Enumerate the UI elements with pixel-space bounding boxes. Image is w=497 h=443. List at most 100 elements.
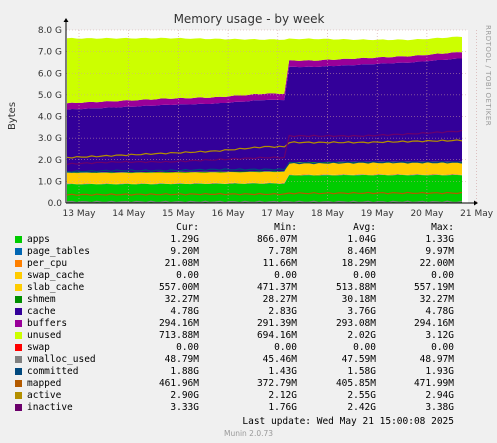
legend-value-min: 7.78M (268, 246, 297, 257)
y-axis-arrow (63, 18, 69, 22)
line-committed (66, 161, 463, 173)
x-tick-label: 15 May (162, 209, 196, 219)
x-tick-label: 21 May (460, 209, 494, 219)
legend-value-avg: 293.08M (335, 318, 376, 329)
legend-value-avg: 2.42G (347, 402, 376, 413)
legend-value-min: 1.76G (268, 402, 297, 413)
legend-value-cur: 3.33G (170, 402, 199, 413)
legend-value-min: 0.00 (274, 270, 297, 281)
legend-value-cur: 21.08M (164, 258, 199, 269)
y-tick-label: 5.0 G (38, 91, 62, 101)
legend-value-max: 294.16M (413, 318, 454, 329)
legend-value-avg: 47.59M (341, 354, 376, 365)
legend-swatch-shmem (15, 296, 22, 303)
area-apps (67, 174, 462, 203)
legend-name: swap (27, 342, 50, 353)
legend-swatch-cache (15, 308, 22, 315)
legend-swatch-slab-cache (15, 284, 22, 291)
legend-value-avg: 1.04G (347, 234, 376, 245)
legend-value-min: 0.00 (274, 342, 297, 353)
legend-name: swap_cache (27, 270, 85, 281)
legend-value-cur: 461.96M (158, 378, 199, 389)
legend-value-cur: 0.00 (176, 342, 199, 353)
legend-value-min: 45.46M (262, 354, 297, 365)
y-axis-label: Bytes (7, 102, 18, 130)
line-inactive (66, 129, 463, 165)
legend-swatch-inactive (15, 404, 22, 411)
y-tick-label: 6.0 G (38, 69, 62, 79)
legend-name: unused (27, 330, 62, 341)
legend-value-cur: 9.20M (170, 246, 199, 257)
legend-swatch-swap (15, 344, 22, 351)
legend-value-max: 471.99M (413, 378, 454, 389)
x-tick-label: 18 May (311, 209, 345, 219)
legend-name: committed (27, 366, 79, 377)
legend-swatch-buffers (15, 320, 22, 327)
legend-value-cur: 2.90G (170, 390, 199, 401)
legend-value-cur: 48.79M (164, 354, 199, 365)
legend-value-cur: 1.29G (170, 234, 199, 245)
area-cache (67, 58, 462, 173)
legend-value-max: 9.97M (425, 246, 454, 257)
x-tick-label: 17 May (261, 209, 295, 219)
legend-value-max: 4.78G (425, 306, 454, 317)
legend-value-max: 0.00 (431, 342, 454, 353)
munin-version: Munin 2.0.73 (223, 429, 274, 438)
legend-value-min: 2.12G (268, 390, 297, 401)
plot-area: 0.0 1.0 G 2.0 G 3.0 G 4.0 G 5.0 G 6.0 G 7.0 G 8.… (38, 18, 494, 219)
y-tick-label: 4.0 G (38, 113, 62, 123)
legend-value-cur: 0.00 (176, 270, 199, 281)
legend-name: per_cpu (27, 258, 68, 269)
legend-value-cur: 557.00M (158, 282, 199, 293)
rrdtool-credit: RRDTOOL / TOBI OETIKER (484, 25, 492, 127)
legend-value-avg: 8.46M (347, 246, 376, 257)
area-unused (67, 36, 462, 104)
y-tick-label: 0.0 (48, 199, 63, 209)
legend-value-max: 0.00 (431, 270, 454, 281)
x-tick-label: 20 May (410, 209, 444, 219)
y-tick-label: 1.0 G (38, 177, 62, 187)
legend-name: shmem (27, 294, 56, 305)
legend-swatch-per-cpu (15, 260, 22, 267)
legend-swatch-page-tables (15, 248, 22, 255)
legend-value-max: 557.19M (413, 282, 454, 293)
x-tick-label: 13 May (63, 209, 97, 219)
legend-value-min: 2.83G (268, 306, 297, 317)
legend-name: vmalloc_used (27, 354, 96, 365)
x-axis-arrow (474, 200, 478, 206)
area-slab-cache (67, 162, 462, 185)
legend-header-min: Min: (274, 222, 297, 233)
legend-value-max: 22.00M (419, 258, 454, 269)
legend-value-min: 694.16M (256, 330, 297, 341)
legend-value-max: 1.33G (425, 234, 454, 245)
legend-header-cur: Cur: (176, 222, 199, 233)
legend-swatch-apps (15, 236, 22, 243)
legend-header-max: Max: (431, 222, 454, 233)
legend-swatch-committed (15, 368, 22, 375)
legend-name: apps (27, 234, 50, 245)
legend-swatch-active (15, 392, 22, 399)
legend-value-cur: 294.16M (158, 318, 199, 329)
legend-value-avg: 2.55G (347, 390, 376, 401)
legend-value-min: 372.79M (256, 378, 297, 389)
legend-value-max: 2.94G (425, 390, 454, 401)
last-update: Last update: Wed May 21 15:00:08 2025 (242, 416, 454, 427)
legend-value-cur: 32.27M (164, 294, 199, 305)
legend-swatch-swap-cache (15, 272, 22, 279)
legend-value-max: 48.97M (419, 354, 454, 365)
legend-value-avg: 0.00 (353, 270, 376, 281)
legend-value-cur: 1.88G (170, 366, 199, 377)
legend-value-max: 32.27M (419, 294, 454, 305)
legend-name: active (27, 390, 62, 401)
y-tick-label: 7.0 G (38, 48, 62, 58)
line-mapped (66, 191, 463, 196)
legend-value-avg: 3.76G (347, 306, 376, 317)
legend-value-max: 3.12G (425, 330, 454, 341)
legend-name: cache (27, 306, 56, 317)
legend-value-max: 3.38G (425, 402, 454, 413)
legend-value-avg: 2.02G (347, 330, 376, 341)
legend-swatch-mapped (15, 380, 22, 387)
legend-value-cur: 713.88M (158, 330, 199, 341)
legend-name: page_tables (27, 246, 90, 257)
legend-value-min: 28.27M (262, 294, 297, 305)
